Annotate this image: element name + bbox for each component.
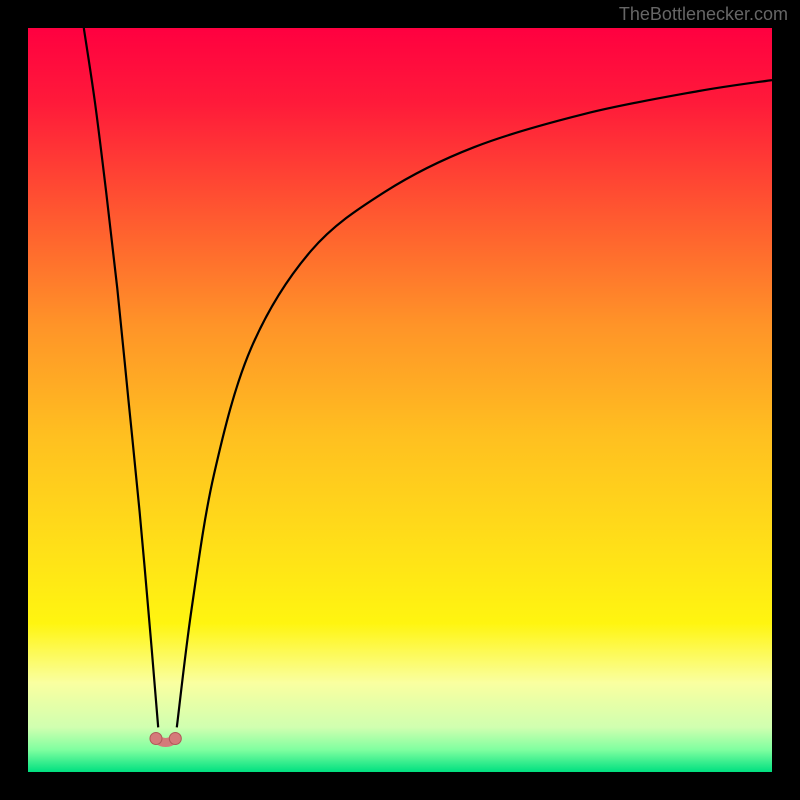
plot-area: [28, 28, 772, 772]
watermark-text: TheBottlenecker.com: [619, 4, 788, 25]
curve-left-branch: [84, 28, 158, 727]
trough-dot-right: [169, 733, 181, 745]
bottleneck-curve: [28, 28, 772, 772]
curve-right-branch: [177, 80, 772, 727]
trough-dot-left: [150, 733, 162, 745]
